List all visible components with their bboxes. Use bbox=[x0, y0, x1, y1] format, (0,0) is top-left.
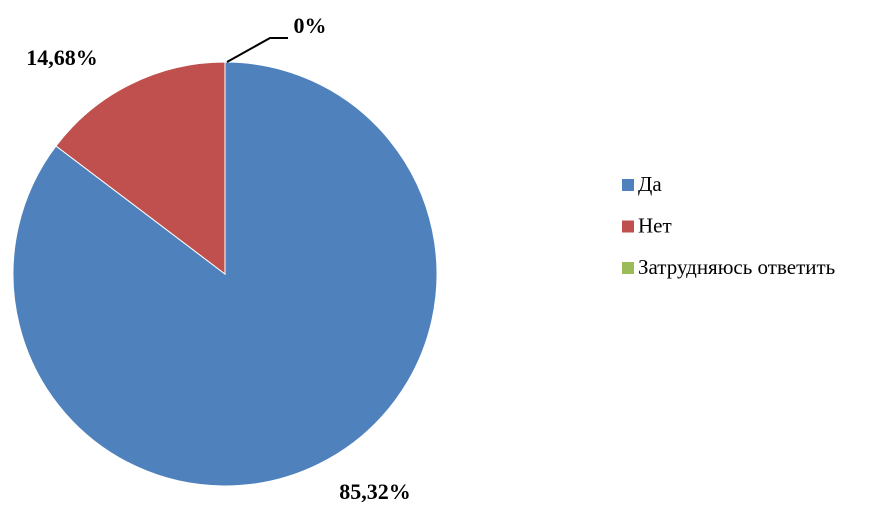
legend-label: Нет bbox=[638, 213, 672, 237]
legend-swatch bbox=[622, 220, 634, 233]
data-label: 0% bbox=[294, 13, 327, 38]
data-label: 14,68% bbox=[26, 45, 98, 70]
legend-swatch bbox=[622, 262, 634, 274]
data-label: 85,32% bbox=[339, 479, 411, 504]
legend-label: Да bbox=[638, 172, 662, 196]
leader-line bbox=[226, 37, 288, 63]
pie-slice bbox=[55, 61, 226, 276]
legend-swatch bbox=[622, 179, 634, 191]
legend-label: Затрудняюсь ответить bbox=[638, 255, 835, 279]
